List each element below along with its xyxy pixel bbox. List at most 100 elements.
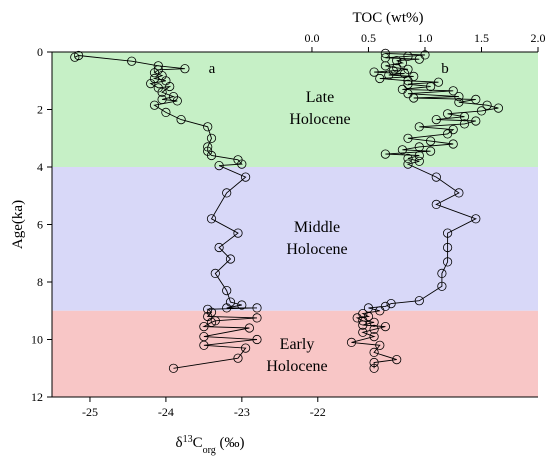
series-1-point xyxy=(403,159,413,169)
series-0-point xyxy=(241,343,251,353)
x-top-tick-label: 0.5 xyxy=(361,31,376,45)
series-0-point xyxy=(157,94,167,105)
series-1-point xyxy=(493,103,503,113)
series-1-point xyxy=(397,58,407,68)
y-tick-label: 4 xyxy=(37,160,43,174)
series-1-point xyxy=(425,146,436,156)
series-1-point xyxy=(442,257,453,267)
x-top-axis-title: TOC (wt%) xyxy=(353,10,424,26)
series-1-point xyxy=(392,63,402,73)
series-1-point xyxy=(386,298,396,309)
series-1-point xyxy=(392,354,402,365)
band-2 xyxy=(52,310,538,397)
series-1-point xyxy=(375,73,385,84)
series-1-point xyxy=(358,327,368,337)
series-1-point xyxy=(403,51,413,61)
series-1-point xyxy=(380,149,390,159)
x-bottom-tick-label: -23 xyxy=(234,405,250,419)
series-1-point xyxy=(431,172,441,182)
series-0-point xyxy=(233,228,243,238)
series-1-point xyxy=(442,242,453,253)
x-top-tick-label: 0.0 xyxy=(304,31,319,45)
series-1-point xyxy=(403,133,413,143)
x-top-tick-label: 2.0 xyxy=(531,31,546,45)
series-1-point xyxy=(437,268,447,278)
series-1-point xyxy=(380,321,390,332)
series-0-point xyxy=(214,242,224,253)
x-top-tick-label: 1.0 xyxy=(417,31,432,45)
series-1-point xyxy=(369,331,379,342)
series-0-point xyxy=(149,100,160,110)
series-1-point xyxy=(403,79,413,89)
series-1-point xyxy=(414,296,424,306)
series-0-point xyxy=(157,87,167,97)
series-0-point xyxy=(237,159,247,169)
series-1-point xyxy=(358,316,368,326)
x-top-tick-label: 1.5 xyxy=(474,31,489,45)
series-0-point xyxy=(241,172,251,182)
series-1-point xyxy=(369,317,379,327)
band-0 xyxy=(52,52,538,167)
series-0-point xyxy=(206,214,217,224)
series-1-point xyxy=(369,357,379,368)
series-0-point xyxy=(210,316,220,326)
series-0-point xyxy=(237,300,247,310)
series-1-point xyxy=(431,115,441,125)
panel-label-b: b xyxy=(441,61,449,77)
series-0-point xyxy=(199,321,209,332)
series-1-point xyxy=(403,153,413,163)
series-1-point xyxy=(414,156,424,166)
band-label-2-line-1: Holocene xyxy=(266,358,327,375)
series-0-point xyxy=(252,334,262,345)
series-0-point xyxy=(176,115,186,125)
y-tick-label: 6 xyxy=(37,218,43,232)
series-1-point xyxy=(476,106,487,116)
series-1-point xyxy=(358,320,368,330)
series-0-point xyxy=(206,317,217,327)
series-1-point xyxy=(448,86,458,96)
band-label-0-line-1: Holocene xyxy=(289,111,350,128)
series-0-point xyxy=(146,79,156,89)
y-axis-title: Age(ka) xyxy=(10,200,26,249)
series-0-point xyxy=(172,96,182,106)
y-tick-label: 8 xyxy=(37,275,43,289)
series-1-point xyxy=(459,112,470,122)
series-0-point xyxy=(222,285,232,296)
series-1-point xyxy=(414,122,424,132)
series-1-point xyxy=(448,139,458,149)
series-1-point xyxy=(482,100,492,110)
series-1-point xyxy=(409,71,419,82)
series-1-point xyxy=(384,70,394,80)
band-label-1-line-1: Holocene xyxy=(286,241,347,258)
series-1-point xyxy=(397,145,407,155)
series-1-point xyxy=(403,76,413,86)
series-1-point xyxy=(471,214,481,224)
series-0-point xyxy=(206,133,217,143)
series-1-line xyxy=(351,52,499,369)
series-1-point xyxy=(369,67,379,77)
y-tick-label: 2 xyxy=(37,103,43,117)
y-tick-label: 12 xyxy=(31,390,43,404)
series-0-point xyxy=(74,50,84,61)
background-bands xyxy=(52,52,538,397)
series-1-point xyxy=(409,93,419,103)
series-1-point xyxy=(414,54,424,64)
y-tick-label: 0 xyxy=(37,45,43,59)
series-0-point xyxy=(180,64,190,74)
series-0-point xyxy=(199,340,209,350)
series-1-point xyxy=(431,199,441,209)
series-1-point xyxy=(414,150,424,161)
band-1 xyxy=(52,167,538,311)
data-series xyxy=(70,48,503,373)
series-0-point xyxy=(252,313,262,323)
series-1-point xyxy=(425,81,436,92)
series-1-point xyxy=(369,324,379,334)
series-1-point xyxy=(392,55,402,66)
series-1-point xyxy=(454,92,464,102)
series-0-point xyxy=(252,303,262,313)
series-1-point xyxy=(369,363,379,373)
series-1-point xyxy=(369,347,379,357)
panel-label-a: a xyxy=(209,61,216,77)
x-bottom-axis-title: δ13Corg (‰) xyxy=(176,434,245,456)
